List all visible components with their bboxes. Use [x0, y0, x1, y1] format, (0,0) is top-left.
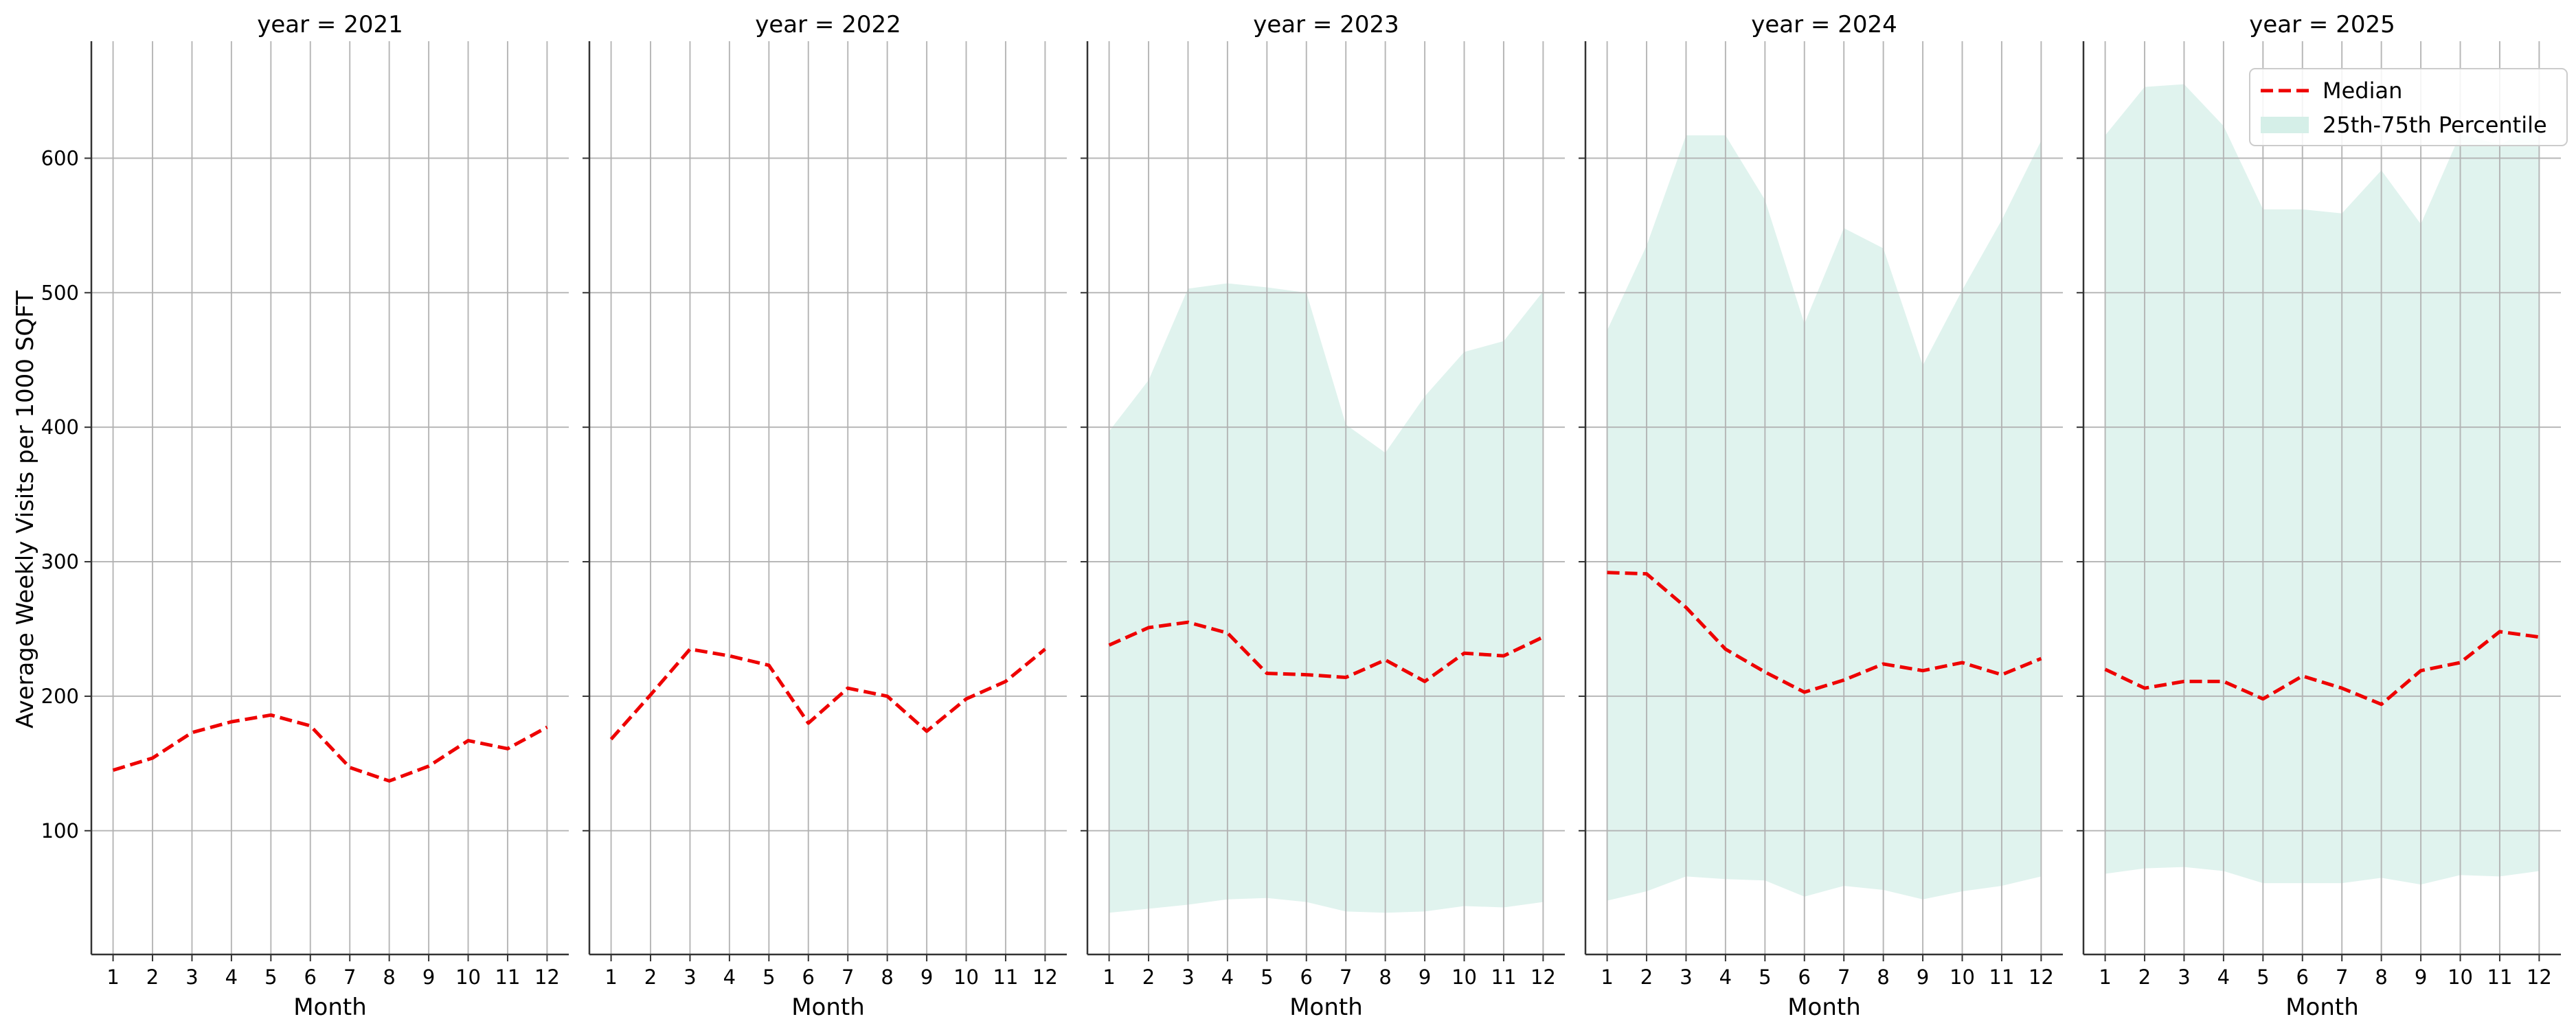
- x-tick-label: 4: [225, 965, 238, 989]
- panel-title: year = 2025: [2249, 11, 2395, 38]
- y-axis-label: Average Weekly Visits per 1000 SQFT: [12, 290, 39, 729]
- x-tick-label: 11: [2487, 965, 2513, 989]
- x-tick-label: 6: [1798, 965, 1811, 989]
- x-tick-label: 8: [1877, 965, 1889, 989]
- x-axis-label: Month: [293, 994, 367, 1021]
- x-tick-label: 2: [1142, 965, 1155, 989]
- x-tick-label: 11: [1491, 965, 1517, 989]
- x-tick-label: 6: [802, 965, 815, 989]
- x-tick-label: 9: [2415, 965, 2427, 989]
- x-tick-label: 10: [1950, 965, 1975, 989]
- x-tick-label: 2: [2138, 965, 2151, 989]
- median-line: [1108, 620, 1544, 683]
- x-tick-label: 7: [1838, 965, 1850, 989]
- percentile-band: [2105, 84, 2540, 885]
- legend-entry-label: Median: [2323, 78, 2402, 104]
- x-tick-label: 4: [723, 965, 736, 989]
- x-tick-label: 1: [605, 965, 617, 989]
- x-axis-label: Month: [791, 994, 865, 1021]
- x-tick-label: 11: [993, 965, 1019, 989]
- x-tick-label: 8: [881, 965, 893, 989]
- y-tick-label: 400: [41, 415, 79, 439]
- x-tick-label: 10: [1451, 965, 1477, 989]
- x-tick-label: 12: [2029, 965, 2054, 989]
- x-tick-label: 6: [2296, 965, 2309, 989]
- x-tick-label: 6: [304, 965, 317, 989]
- x-tick-label: 3: [683, 965, 696, 989]
- x-tick-label: 9: [422, 965, 435, 989]
- x-tick-label: 8: [1379, 965, 1391, 989]
- x-tick-label: 8: [2375, 965, 2387, 989]
- panel-title: year = 2022: [755, 11, 901, 38]
- x-tick-label: 4: [2217, 965, 2230, 989]
- x-tick-label: 5: [264, 965, 277, 989]
- median-line: [112, 713, 548, 783]
- x-tick-label: 2: [146, 965, 159, 989]
- x-tick-label: 3: [1182, 965, 1194, 989]
- y-tick-label: 500: [41, 281, 79, 304]
- x-tick-label: 3: [1680, 965, 1692, 989]
- x-tick-label: 7: [1340, 965, 1352, 989]
- x-tick-label: 1: [1103, 965, 1115, 989]
- x-tick-label: 11: [495, 965, 521, 989]
- y-tick-label: 300: [41, 550, 79, 573]
- x-tick-label: 6: [1300, 965, 1313, 989]
- x-tick-label: 10: [953, 965, 979, 989]
- panel-title: year = 2024: [1751, 11, 1897, 38]
- percentile-band: [1109, 283, 1544, 913]
- x-axis-label: Month: [1289, 994, 1363, 1021]
- legend-band-swatch: [2261, 117, 2309, 133]
- x-tick-label: 9: [1917, 965, 1929, 989]
- x-tick-label: 1: [106, 965, 119, 989]
- panel-title: year = 2023: [1253, 11, 1399, 38]
- x-tick-label: 12: [1032, 965, 1058, 989]
- legend: Median 25th-75th Percentile: [2249, 68, 2568, 146]
- x-tick-label: 1: [1601, 965, 1613, 989]
- x-tick-label: 4: [1719, 965, 1732, 989]
- median-line: [609, 647, 1046, 741]
- panel-title: year = 2021: [257, 11, 403, 38]
- x-tick-label: 11: [1989, 965, 2015, 989]
- x-tick-label: 7: [2336, 965, 2348, 989]
- legend-entry-label: 25th-75th Percentile: [2323, 112, 2547, 138]
- y-tick-label: 600: [41, 146, 79, 170]
- median-line: [1607, 571, 2042, 694]
- median-line: [2104, 630, 2540, 707]
- x-tick-label: 10: [2448, 965, 2473, 989]
- x-axis-label: Month: [1787, 994, 1861, 1021]
- x-tick-label: 2: [644, 965, 657, 989]
- x-tick-label: 5: [2257, 965, 2269, 989]
- x-tick-label: 7: [343, 965, 356, 989]
- x-tick-label: 12: [534, 965, 560, 989]
- x-tick-label: 5: [1759, 965, 1771, 989]
- x-tick-label: 1: [2099, 965, 2111, 989]
- x-tick-label: 3: [2178, 965, 2190, 989]
- x-tick-label: 12: [1530, 965, 1556, 989]
- x-tick-label: 3: [185, 965, 198, 989]
- x-tick-label: 5: [1261, 965, 1273, 989]
- x-tick-label: 5: [762, 965, 775, 989]
- percentile-band: [1607, 135, 2042, 901]
- x-tick-label: 9: [1419, 965, 1431, 989]
- x-tick-label: 2: [1640, 965, 1653, 989]
- x-tick-label: 9: [920, 965, 933, 989]
- y-tick-label: 200: [41, 685, 79, 708]
- x-tick-label: 4: [1221, 965, 1234, 989]
- x-tick-label: 8: [383, 965, 395, 989]
- x-tick-label: 7: [841, 965, 854, 989]
- legend-frame: [2249, 68, 2568, 146]
- x-tick-label: 12: [2527, 965, 2552, 989]
- x-tick-label: 10: [455, 965, 481, 989]
- x-axis-label: Month: [2285, 994, 2359, 1021]
- y-tick-label: 100: [41, 819, 79, 843]
